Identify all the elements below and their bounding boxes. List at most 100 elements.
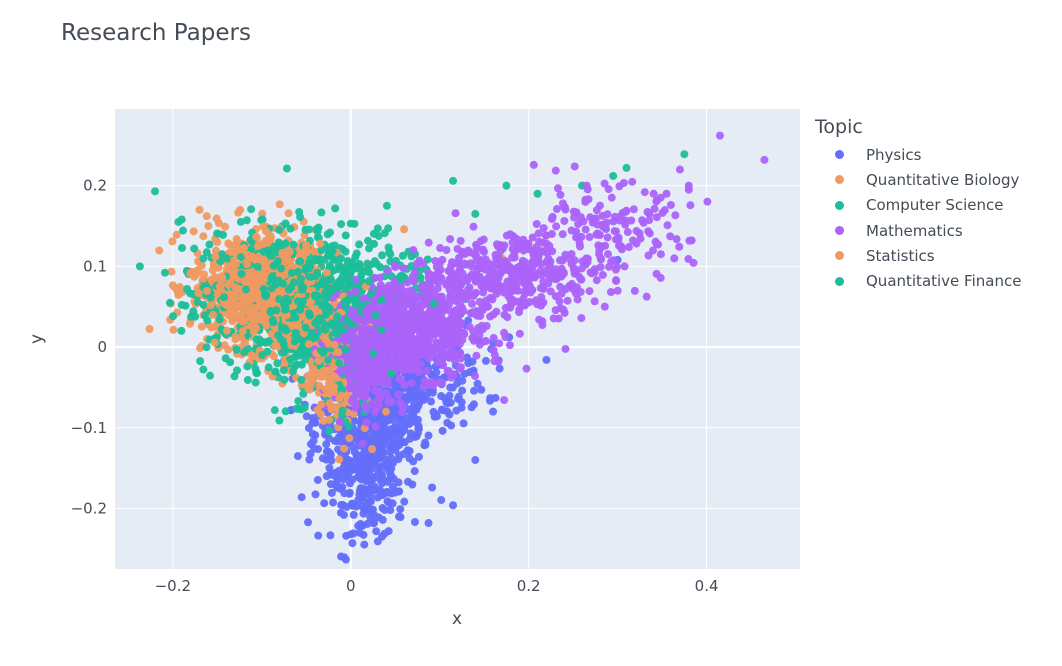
data-point-mathematics xyxy=(468,299,477,308)
data-point-mathematics xyxy=(457,318,466,327)
data-point-physics xyxy=(469,400,478,409)
data-point-mathematics xyxy=(561,344,570,353)
data-point-quantitative-finance xyxy=(267,251,276,260)
data-point-mathematics xyxy=(416,328,425,337)
data-point-mathematics xyxy=(360,365,369,374)
data-point-mathematics xyxy=(424,349,433,358)
data-point-quantitative-finance xyxy=(353,299,362,308)
data-point-physics xyxy=(334,445,343,454)
data-point-mathematics xyxy=(466,259,475,268)
data-point-mathematics xyxy=(577,275,586,284)
data-point-mathematics xyxy=(529,160,538,169)
data-point-physics xyxy=(333,472,342,481)
data-point-mathematics xyxy=(585,233,594,242)
data-point-statistics xyxy=(270,341,279,350)
data-point-quantitative-biology xyxy=(168,237,177,246)
data-point-statistics xyxy=(228,308,237,317)
data-point-physics xyxy=(372,527,381,536)
data-point-physics xyxy=(420,441,429,450)
data-point-mathematics xyxy=(542,257,551,266)
data-point-quantitative-biology xyxy=(169,325,178,334)
data-point-mathematics xyxy=(451,259,460,268)
data-point-physics xyxy=(326,449,335,458)
data-point-mathematics xyxy=(446,235,455,244)
data-point-mathematics xyxy=(629,205,638,214)
data-point-quantitative-finance xyxy=(335,358,344,367)
data-point-quantitative-biology xyxy=(167,267,176,276)
data-point-mathematics xyxy=(424,238,433,247)
data-point-statistics xyxy=(325,415,334,424)
data-point-physics xyxy=(414,452,423,461)
data-point-computer-science xyxy=(181,301,190,310)
data-point-mathematics xyxy=(620,262,629,271)
data-point-computer-science xyxy=(202,248,211,257)
data-point-physics xyxy=(297,493,306,502)
data-point-mathematics xyxy=(394,390,403,399)
data-point-statistics xyxy=(330,340,339,349)
data-point-mathematics xyxy=(675,242,684,251)
data-point-quantitative-biology xyxy=(400,225,409,234)
data-point-mathematics xyxy=(372,404,381,413)
data-point-mathematics xyxy=(457,303,466,312)
data-point-mathematics xyxy=(685,236,694,245)
data-point-mathematics xyxy=(464,286,473,295)
data-point-statistics xyxy=(256,311,265,320)
data-point-statistics xyxy=(316,239,325,248)
data-point-statistics xyxy=(309,364,318,373)
data-point-mathematics xyxy=(534,229,543,238)
data-point-physics xyxy=(348,500,357,509)
data-point-quantitative-biology xyxy=(368,445,377,454)
data-point-physics xyxy=(437,392,446,401)
data-point-mathematics xyxy=(686,201,695,210)
data-point-computer-science xyxy=(352,249,361,258)
data-point-quantitative-biology xyxy=(248,351,257,360)
data-point-computer-science xyxy=(187,312,196,321)
data-point-computer-science xyxy=(609,171,618,180)
data-point-quantitative-finance xyxy=(299,283,308,292)
data-point-mathematics xyxy=(403,287,412,296)
data-point-mathematics xyxy=(347,397,356,406)
data-point-mathematics xyxy=(471,372,480,381)
data-point-quantitative-biology xyxy=(381,407,390,416)
data-point-physics xyxy=(302,412,311,421)
data-point-physics xyxy=(443,418,452,427)
data-point-quantitative-finance xyxy=(220,293,229,302)
data-point-mathematics xyxy=(490,357,499,366)
data-point-quantitative-finance xyxy=(226,358,235,367)
data-point-computer-science xyxy=(378,251,387,260)
data-point-physics xyxy=(408,396,417,405)
data-point-computer-science xyxy=(292,360,301,369)
data-point-mathematics xyxy=(495,339,504,348)
data-point-mathematics xyxy=(343,352,352,361)
data-point-computer-science xyxy=(386,250,395,259)
data-point-mathematics xyxy=(547,230,556,239)
data-point-physics xyxy=(347,466,356,475)
data-point-physics xyxy=(410,467,419,476)
data-point-physics xyxy=(396,505,405,514)
data-point-mathematics xyxy=(335,417,344,426)
data-point-mathematics xyxy=(345,373,354,382)
data-point-mathematics xyxy=(482,296,491,305)
data-point-mathematics xyxy=(567,226,576,235)
data-point-mathematics xyxy=(672,235,681,244)
data-point-statistics xyxy=(222,326,231,335)
data-point-mathematics xyxy=(402,362,411,371)
data-point-mathematics xyxy=(406,320,415,329)
data-point-mathematics xyxy=(570,162,579,171)
data-point-mathematics xyxy=(559,305,568,314)
data-point-mathematics xyxy=(349,333,358,342)
data-point-mathematics xyxy=(427,377,436,386)
data-point-physics xyxy=(354,495,363,504)
data-point-physics xyxy=(358,502,367,511)
data-point-physics xyxy=(327,488,336,497)
data-point-mathematics xyxy=(684,181,693,190)
data-point-physics xyxy=(449,501,458,510)
data-point-quantitative-finance xyxy=(264,337,273,346)
data-point-computer-science xyxy=(365,244,374,253)
data-point-mathematics xyxy=(508,270,517,279)
data-point-mathematics xyxy=(378,346,387,355)
data-point-physics xyxy=(313,475,322,484)
data-point-mathematics xyxy=(652,213,661,222)
data-point-quantitative-finance xyxy=(261,292,270,301)
data-point-mathematics xyxy=(577,314,586,323)
